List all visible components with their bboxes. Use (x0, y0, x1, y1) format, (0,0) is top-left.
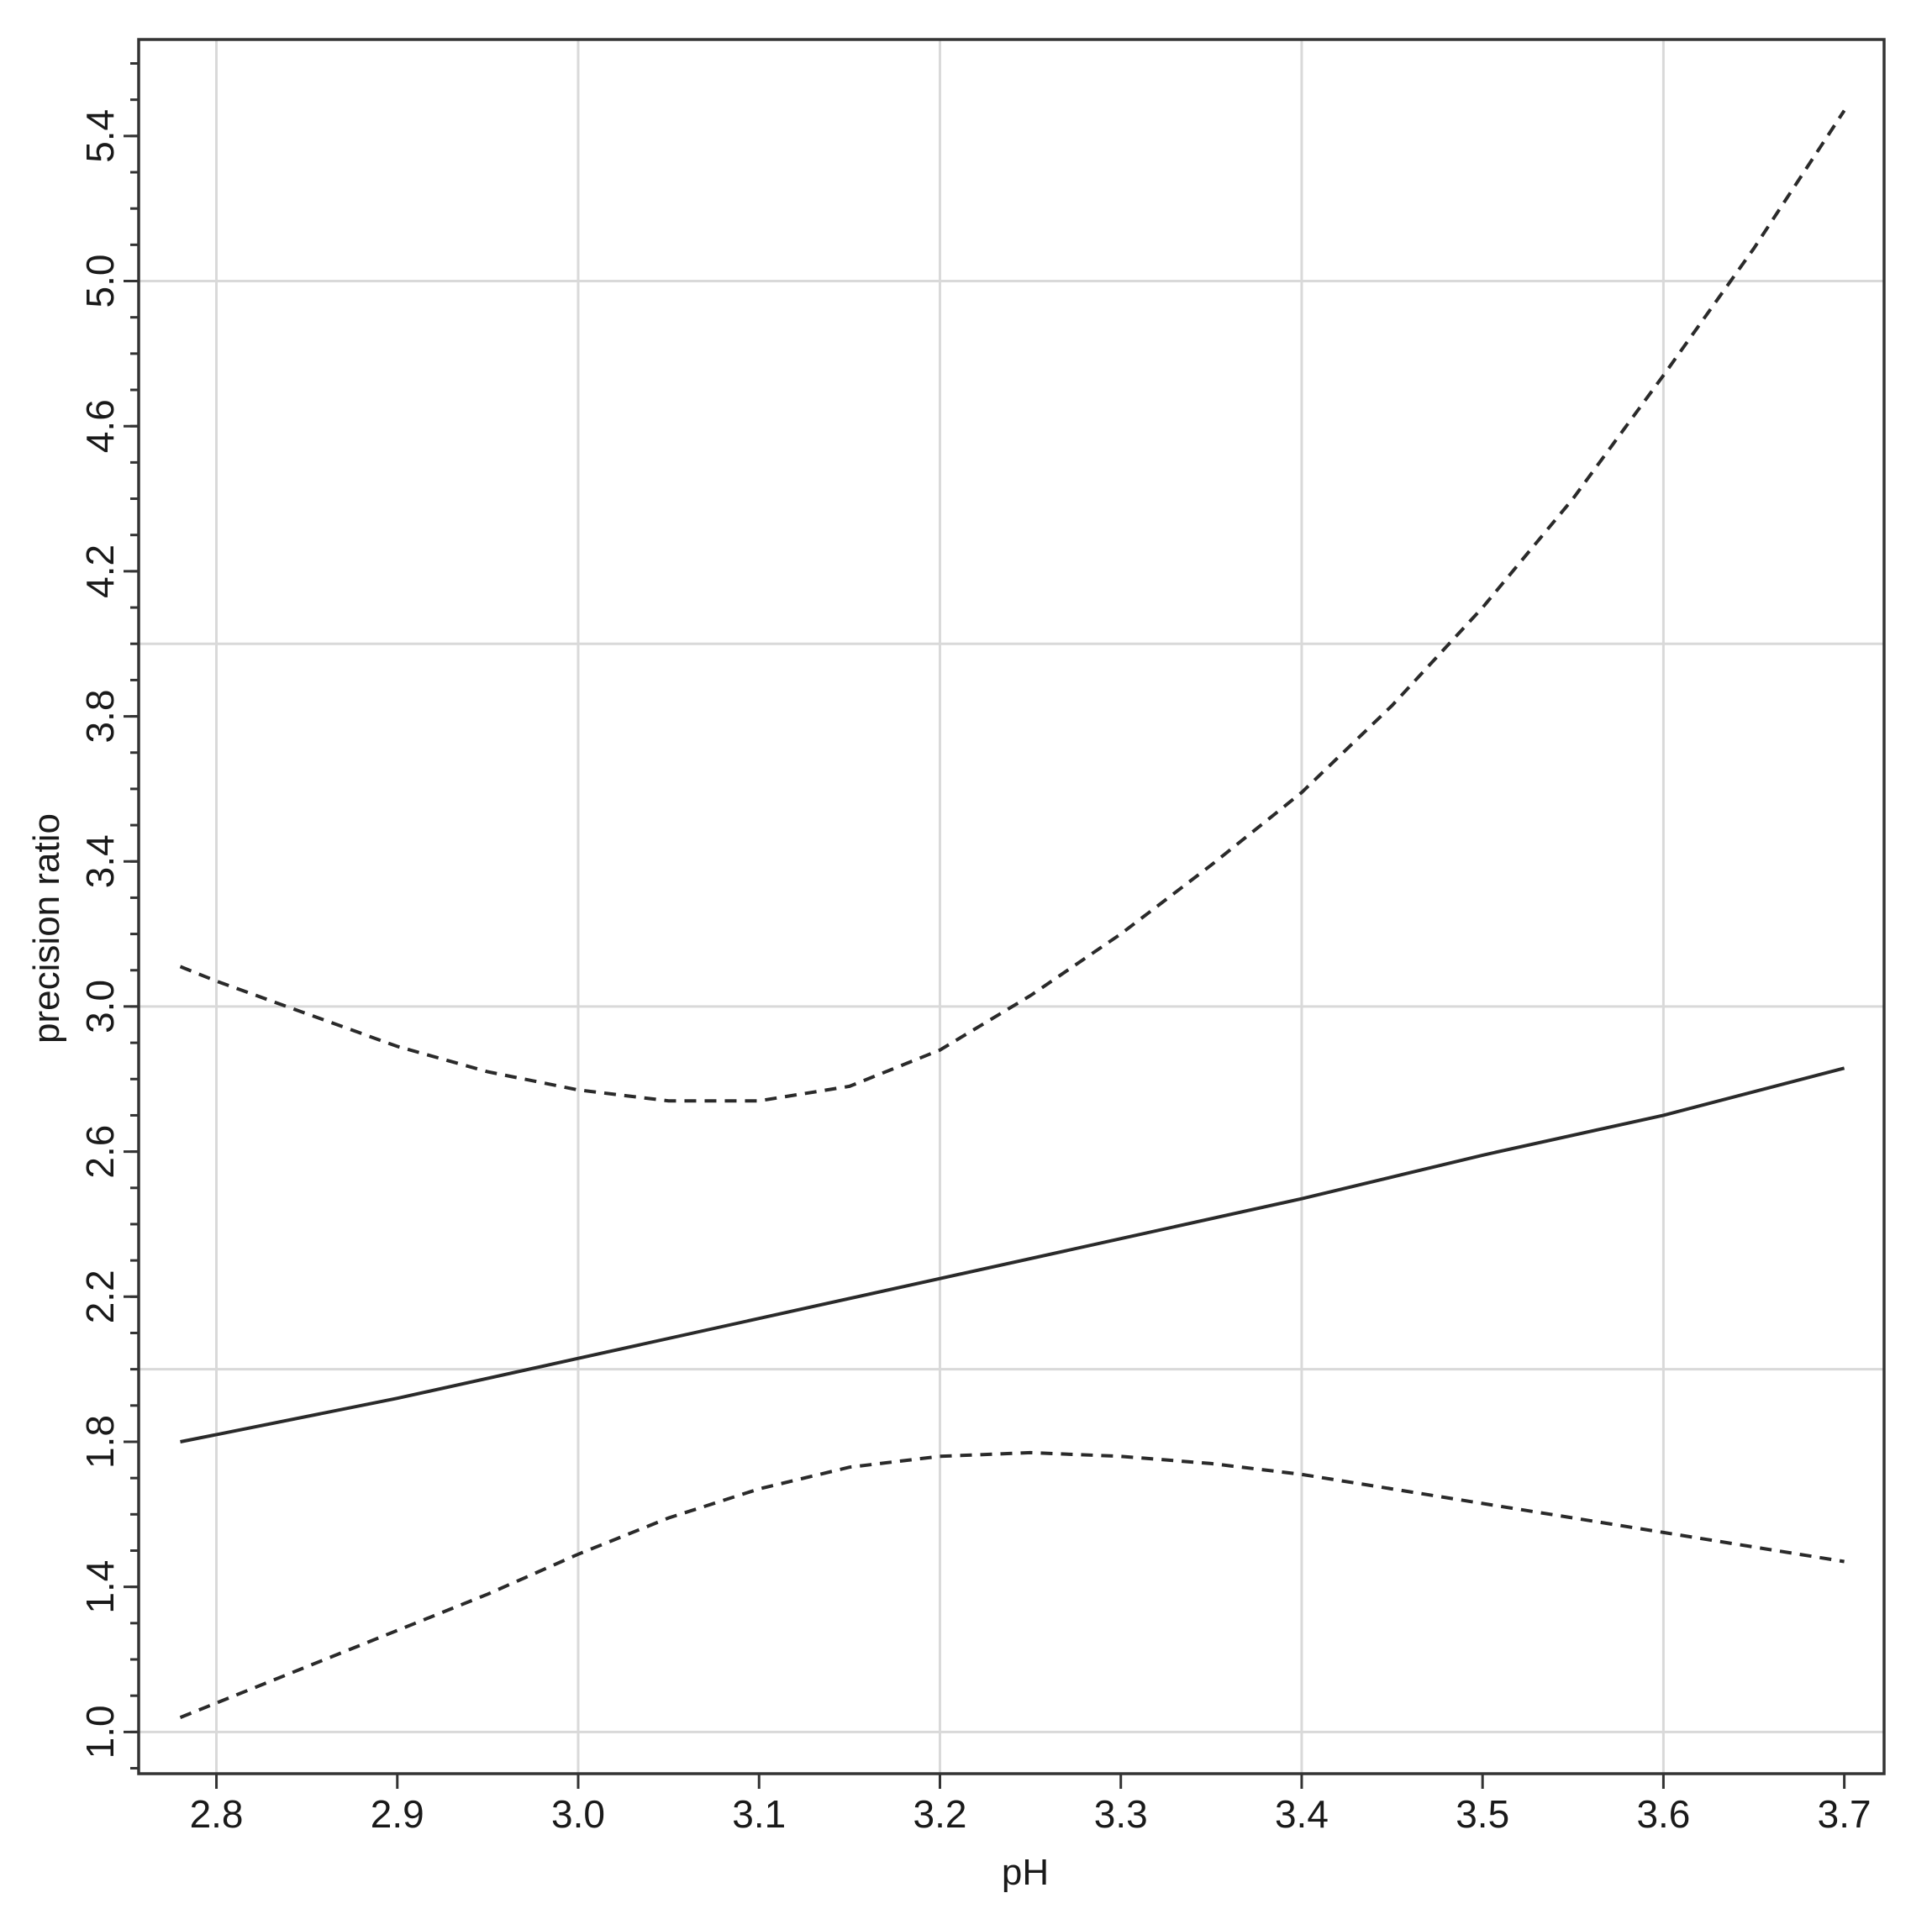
y-tick-label: 4.6 (78, 399, 122, 453)
lower-bound-line (179, 1450, 1845, 1719)
x-tick-label: 2.9 (371, 1792, 424, 1836)
y-tick-label: 3.8 (78, 690, 122, 744)
y-tick-label: 5.0 (78, 255, 122, 308)
grid-layer (139, 39, 1884, 1774)
y-tick-label: 4.2 (78, 544, 122, 598)
y-tick-label: 2.6 (78, 1125, 122, 1179)
estimate-line (180, 1066, 1845, 1443)
y-axis-title: precision ratio (26, 813, 67, 1044)
axis-layer: 1.0 1.4 1.8 2.2 2.6 3.0 3.4 3.8 4.2 4.6 5.0 5.4 2.8 2… (78, 61, 1871, 1836)
y-tick-label: 3.0 (78, 980, 122, 1033)
x-tick-label: 3.4 (1275, 1792, 1329, 1836)
y-tick-label: 5.4 (78, 109, 122, 163)
x-tick-label: 3.3 (1094, 1792, 1148, 1836)
plot-frame (137, 38, 1886, 1775)
x-tick-label: 3.7 (1818, 1792, 1871, 1836)
y-tick-label: 3.4 (78, 834, 122, 888)
x-tick-label: 3.6 (1636, 1792, 1690, 1836)
x-tick-label: 3.1 (732, 1792, 786, 1836)
x-tick-label: 3.2 (913, 1792, 967, 1836)
x-axis-title: pH (1002, 1852, 1049, 1893)
x-tick-label: 2.8 (190, 1792, 244, 1836)
upper-bound-line (179, 109, 1846, 1103)
y-tick-label: 1.0 (78, 1705, 122, 1759)
y-tick-label: 1.8 (78, 1415, 122, 1469)
y-tick-label: 1.4 (78, 1560, 122, 1614)
y-tick-label: 2.2 (78, 1270, 122, 1323)
x-tick-label: 3.5 (1456, 1792, 1509, 1836)
x-tick-label: 3.0 (551, 1792, 605, 1836)
series-layer (179, 109, 1846, 1719)
